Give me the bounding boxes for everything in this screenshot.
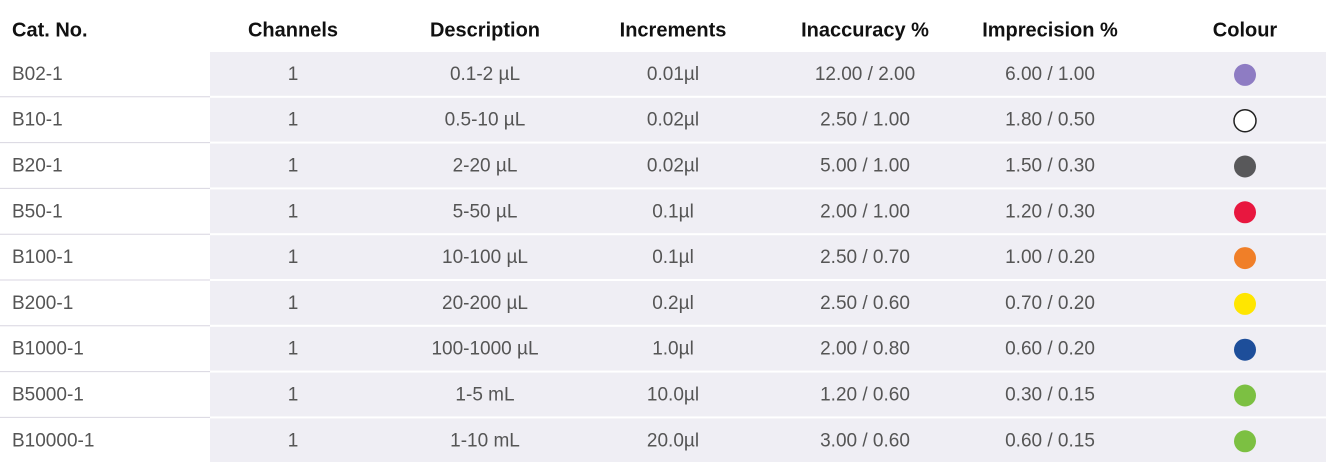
cell: B10-1 — [12, 110, 63, 131]
cell: 12.00 / 2.00 — [815, 64, 915, 85]
cell: 0.1µl — [652, 201, 694, 222]
cell: 1 — [288, 247, 299, 268]
row-background — [210, 326, 1326, 371]
cell: 0.5-10 µL — [445, 110, 526, 131]
cell: B10000-1 — [12, 430, 94, 451]
cell: 0.01µl — [647, 64, 699, 85]
cell: 2-20 µL — [453, 156, 518, 177]
header-cell: Inaccuracy % — [801, 19, 929, 41]
header-cell: Cat. No. — [12, 19, 88, 41]
cell: B50-1 — [12, 201, 63, 222]
cell: 0.60 / 0.20 — [1005, 339, 1095, 360]
colour-dot — [1233, 108, 1257, 133]
cell: 0.60 / 0.15 — [1005, 430, 1095, 451]
cell: 20.0µl — [647, 430, 699, 451]
row-background — [210, 97, 1326, 142]
cell: 1 — [288, 156, 299, 177]
cell: 1 — [288, 293, 299, 314]
cell: 1-5 mL — [455, 385, 514, 406]
cell: 1.0µl — [652, 339, 694, 360]
cell: 0.02µl — [647, 110, 699, 131]
cell: 5-50 µL — [453, 201, 518, 222]
cell: B5000-1 — [12, 385, 84, 406]
colour-dot — [1234, 292, 1256, 315]
cell: 100-1000 µL — [431, 339, 538, 360]
cell: 0.2µl — [652, 293, 694, 314]
cell: 1 — [288, 339, 299, 360]
cell: 1 — [288, 110, 299, 131]
cell: 3.00 / 0.60 — [820, 430, 910, 451]
cell: 2.00 / 0.80 — [820, 339, 910, 360]
cell: 0.70 / 0.20 — [1005, 293, 1095, 314]
row-background — [210, 189, 1326, 234]
row-background — [210, 143, 1326, 188]
cell: 10.0µl — [647, 385, 699, 406]
header-cell: Description — [430, 19, 540, 41]
cell: 6.00 / 1.00 — [1005, 64, 1095, 85]
row-background — [210, 52, 1326, 96]
row-background — [210, 281, 1326, 325]
cell: 1 — [288, 201, 299, 222]
cell: 20-200 µL — [442, 293, 528, 314]
cell: B1000-1 — [12, 339, 84, 360]
row-background — [210, 235, 1326, 279]
header-cell: Imprecision % — [982, 19, 1118, 41]
cell: 1.80 / 0.50 — [1005, 110, 1095, 131]
cell: 1.50 / 0.30 — [1005, 156, 1095, 177]
colour-dot — [1234, 63, 1256, 86]
cell: 1.00 / 0.20 — [1005, 247, 1095, 268]
cell: 1 — [288, 385, 299, 406]
colour-dot — [1234, 201, 1256, 224]
cell: B200-1 — [12, 293, 73, 314]
cell: 1.20 / 0.60 — [820, 385, 910, 406]
colour-dot — [1234, 155, 1256, 178]
cell: 2.50 / 1.00 — [820, 110, 910, 131]
row-background — [210, 372, 1326, 417]
cell: 5.00 / 1.00 — [820, 156, 910, 177]
cell: 1 — [288, 430, 299, 451]
header-cell: Colour — [1213, 19, 1278, 41]
header-cell: Channels — [248, 19, 338, 41]
colour-dot — [1234, 384, 1256, 407]
cell: 1-10 mL — [450, 430, 520, 451]
colour-dot — [1234, 430, 1256, 453]
header-cell: Increments — [620, 19, 727, 41]
cell: 0.1-2 µL — [450, 64, 520, 85]
cell: 0.1µl — [652, 247, 694, 268]
cell: 0.30 / 0.15 — [1005, 385, 1095, 406]
cell: 10-100 µL — [442, 247, 528, 268]
cell: 2.50 / 0.70 — [820, 247, 910, 268]
colour-dot — [1234, 338, 1256, 361]
cell: 2.00 / 1.00 — [820, 201, 910, 222]
row-background — [210, 418, 1326, 462]
cell: B20-1 — [12, 156, 63, 177]
cell: 0.02µl — [647, 156, 699, 177]
colour-dot — [1234, 247, 1256, 270]
cell: B100-1 — [12, 247, 73, 268]
cell: B02-1 — [12, 64, 63, 85]
cell: 1.20 / 0.30 — [1005, 201, 1095, 222]
cell: 2.50 / 0.60 — [820, 293, 910, 314]
cell: 1 — [288, 64, 299, 85]
